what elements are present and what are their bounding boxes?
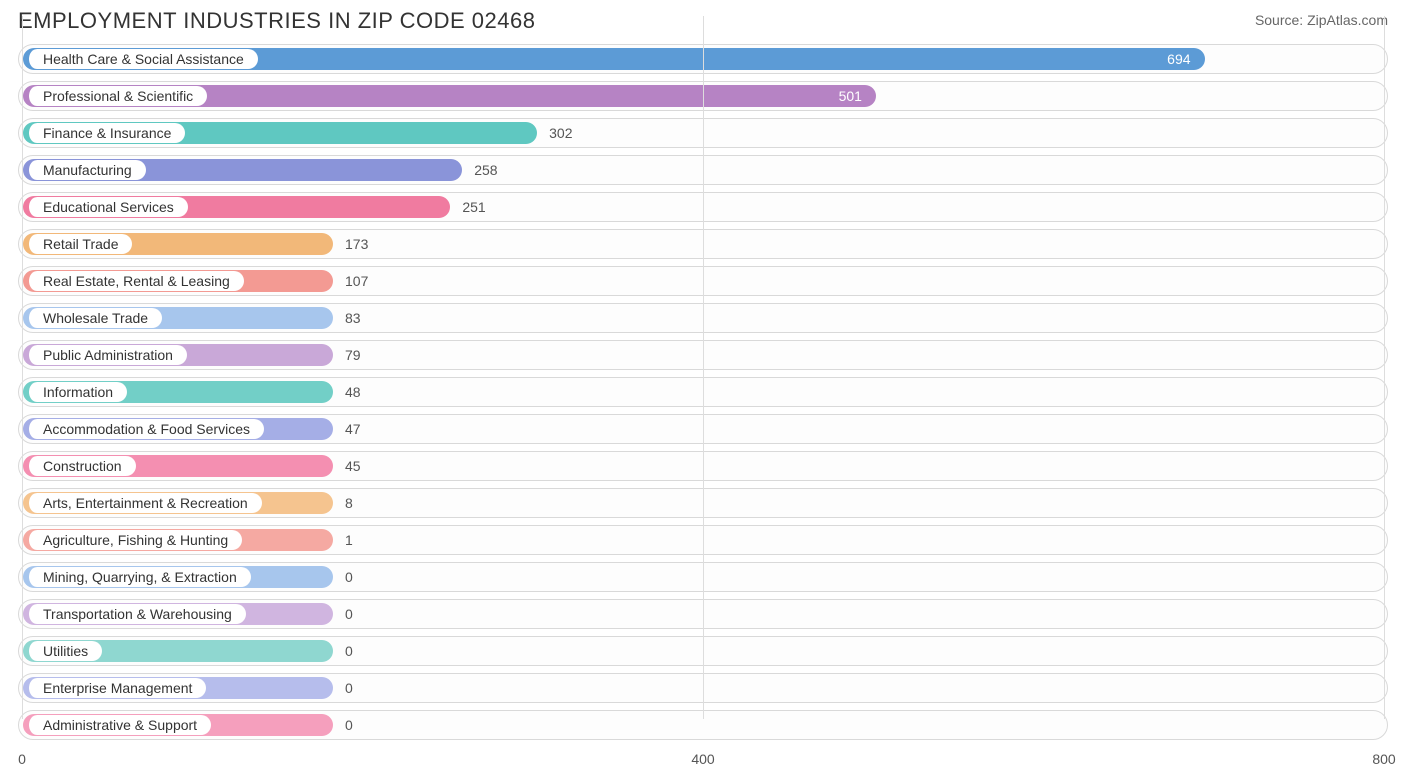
x-tick-label: 800 <box>1372 751 1395 767</box>
gridline <box>22 16 23 719</box>
x-tick-label: 400 <box>691 751 714 767</box>
bar-label-pill: Construction <box>27 456 136 476</box>
bar-value: 0 <box>345 563 353 591</box>
bar-value: 1 <box>345 526 353 554</box>
bar-label-pill: Agriculture, Fishing & Hunting <box>27 530 242 550</box>
bar-value: 302 <box>549 119 572 147</box>
bar-label-pill: Administrative & Support <box>27 715 211 735</box>
bar-value: 0 <box>345 637 353 665</box>
chart-area: Health Care & Social Assistance 694 Profes… <box>0 38 1406 775</box>
bar-label-pill: Utilities <box>27 641 102 661</box>
chart-title: EMPLOYMENT INDUSTRIES IN ZIP CODE 02468 <box>18 8 536 34</box>
bar-label-pill: Accommodation & Food Services <box>27 419 264 439</box>
bar-value: 47 <box>345 415 361 443</box>
gridline <box>1384 16 1385 719</box>
bar-value: 0 <box>345 600 353 628</box>
x-axis: 0400800 <box>18 747 1388 775</box>
bar-value: 107 <box>345 267 368 295</box>
bar-value: 45 <box>345 452 361 480</box>
bar-value: 0 <box>345 711 353 739</box>
bar-value: 501 <box>839 82 862 110</box>
bar-value: 0 <box>345 674 353 702</box>
bar-label-pill: Professional & Scientific <box>27 86 207 106</box>
bar-value: 79 <box>345 341 361 369</box>
bar-label-pill: Arts, Entertainment & Recreation <box>27 493 262 513</box>
bar-label-pill: Information <box>27 382 127 402</box>
bar-value: 251 <box>462 193 485 221</box>
bar-label-pill: Public Administration <box>27 345 187 365</box>
bar-label-pill: Retail Trade <box>27 234 132 254</box>
bar-label-pill: Real Estate, Rental & Leasing <box>27 271 244 291</box>
bar-label-pill: Health Care & Social Assistance <box>27 49 258 69</box>
bar-value: 48 <box>345 378 361 406</box>
x-tick-label: 0 <box>18 751 26 767</box>
bar-value: 8 <box>345 489 353 517</box>
bar-value: 694 <box>1167 45 1190 73</box>
bar-label-pill: Enterprise Management <box>27 678 206 698</box>
chart-source: Source: ZipAtlas.com <box>1255 12 1388 28</box>
bar-value: 258 <box>474 156 497 184</box>
bar-label-pill: Transportation & Warehousing <box>27 604 246 624</box>
gridline <box>703 16 704 719</box>
bar-value: 83 <box>345 304 361 332</box>
bar-label-pill: Mining, Quarrying, & Extraction <box>27 567 251 587</box>
bar-label-pill: Manufacturing <box>27 160 146 180</box>
bar-label-pill: Finance & Insurance <box>27 123 185 143</box>
bar-label-pill: Wholesale Trade <box>27 308 162 328</box>
bar-value: 173 <box>345 230 368 258</box>
bar-label-pill: Educational Services <box>27 197 188 217</box>
